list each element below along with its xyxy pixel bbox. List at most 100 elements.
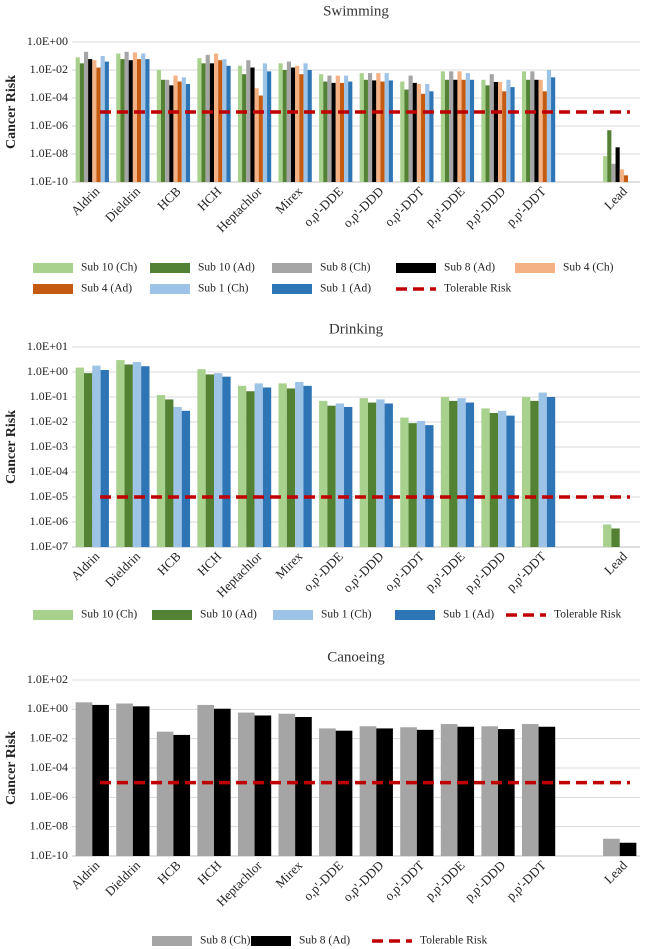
bar: [185, 84, 191, 182]
bar: [100, 370, 109, 547]
bar: [376, 399, 385, 547]
x-tick-label: p,p'-DDT: [503, 184, 549, 230]
bar: [295, 717, 312, 856]
bar: [526, 79, 531, 182]
y-tick-label: 1.0E-06: [30, 118, 68, 132]
bar: [461, 79, 466, 182]
bar: [603, 156, 608, 182]
legend-label: Tolerable Risk: [554, 609, 621, 621]
bar: [538, 726, 556, 856]
y-tick-label: 1.0E-04: [30, 760, 68, 774]
legend-label: Sub 1 (Ch): [198, 283, 249, 295]
bar: [359, 726, 377, 856]
y-tick-label: 1.0E-08: [30, 818, 68, 832]
bar: [173, 75, 178, 182]
bar: [408, 423, 417, 547]
bar: [88, 59, 93, 182]
legend-swatch: [251, 936, 291, 946]
bar: [384, 403, 393, 547]
bar: [197, 369, 206, 547]
bar: [237, 65, 243, 182]
y-axis-label: Cancer Risk: [4, 731, 19, 805]
bar: [160, 79, 166, 182]
legend-label: Sub 8 (Ad): [299, 935, 350, 947]
bar: [278, 63, 283, 183]
y-tick-label: 1.0E-07: [30, 539, 68, 553]
bar: [440, 397, 450, 547]
bar: [384, 73, 389, 182]
bar: [510, 87, 515, 182]
bar: [502, 91, 507, 182]
bar: [465, 73, 470, 182]
bar: [286, 388, 296, 547]
bar: [376, 73, 381, 182]
bar: [278, 383, 287, 547]
x-tick-label: o,p'-DDD: [340, 858, 387, 905]
bar: [141, 53, 146, 182]
bar: [542, 91, 547, 182]
chart-title: Canoeing: [327, 649, 385, 665]
bar: [246, 391, 255, 547]
bar: [100, 56, 105, 182]
bar: [197, 58, 202, 183]
bar: [444, 79, 450, 182]
bar: [278, 713, 296, 856]
chart-title: Drinking: [329, 321, 384, 337]
bar: [254, 383, 263, 547]
bar: [603, 524, 612, 547]
bar: [465, 402, 475, 547]
bar: [201, 63, 206, 183]
legend-label: Sub 8 (Ch): [200, 935, 251, 947]
bar: [177, 81, 182, 182]
x-tick-label: Lead: [601, 857, 630, 886]
bar: [96, 67, 101, 182]
legend-label: Sub 1 (Ch): [321, 609, 372, 621]
bar: [481, 726, 498, 856]
bar: [498, 81, 503, 182]
y-tick-label: 1.0E-01: [30, 389, 68, 403]
legend-swatch: [272, 284, 312, 294]
bar: [506, 79, 511, 182]
x-tick-label: p,p'-DDT: [503, 549, 549, 595]
bar: [237, 385, 247, 547]
legend-swatch: [33, 610, 73, 620]
bar: [538, 79, 543, 182]
bar: [611, 163, 616, 182]
bar: [145, 59, 150, 182]
bar: [611, 528, 620, 547]
bar: [498, 410, 507, 547]
x-tick-label: HCB: [154, 548, 184, 578]
bar: [156, 70, 161, 182]
y-tick-label: 1.0E-08: [30, 146, 68, 160]
legend-label: Sub 8 (Ch): [320, 262, 371, 274]
bar: [79, 63, 84, 183]
bar: [380, 81, 385, 182]
bar: [498, 729, 515, 856]
bar: [83, 51, 89, 182]
bar: [457, 71, 462, 182]
bar: [331, 82, 336, 182]
bar: [286, 61, 291, 182]
y-tick-label: 1.0E+00: [27, 701, 68, 715]
y-tick-label: 1.0E+00: [27, 364, 68, 378]
bar: [623, 175, 629, 182]
x-tick-label: p,p'-DDE: [422, 549, 468, 595]
y-tick-label: 1.0E-06: [30, 789, 68, 803]
bar: [469, 79, 475, 182]
x-tick-label: Lead: [601, 183, 630, 212]
bar: [132, 52, 138, 183]
legend-swatch: [150, 263, 190, 273]
bar: [246, 60, 251, 183]
x-tick-label: Mirex: [272, 857, 305, 890]
x-tick-label: Dieldrin: [102, 183, 144, 225]
bar: [205, 374, 214, 547]
bar: [521, 71, 527, 182]
bar: [214, 373, 223, 547]
bar: [92, 704, 109, 856]
bar: [250, 67, 255, 182]
bar: [344, 75, 349, 182]
x-tick-label: o,p'-DDE: [300, 549, 346, 595]
bar: [489, 412, 498, 547]
bar: [92, 365, 101, 547]
y-tick-label: 1.0E+01: [27, 339, 68, 353]
